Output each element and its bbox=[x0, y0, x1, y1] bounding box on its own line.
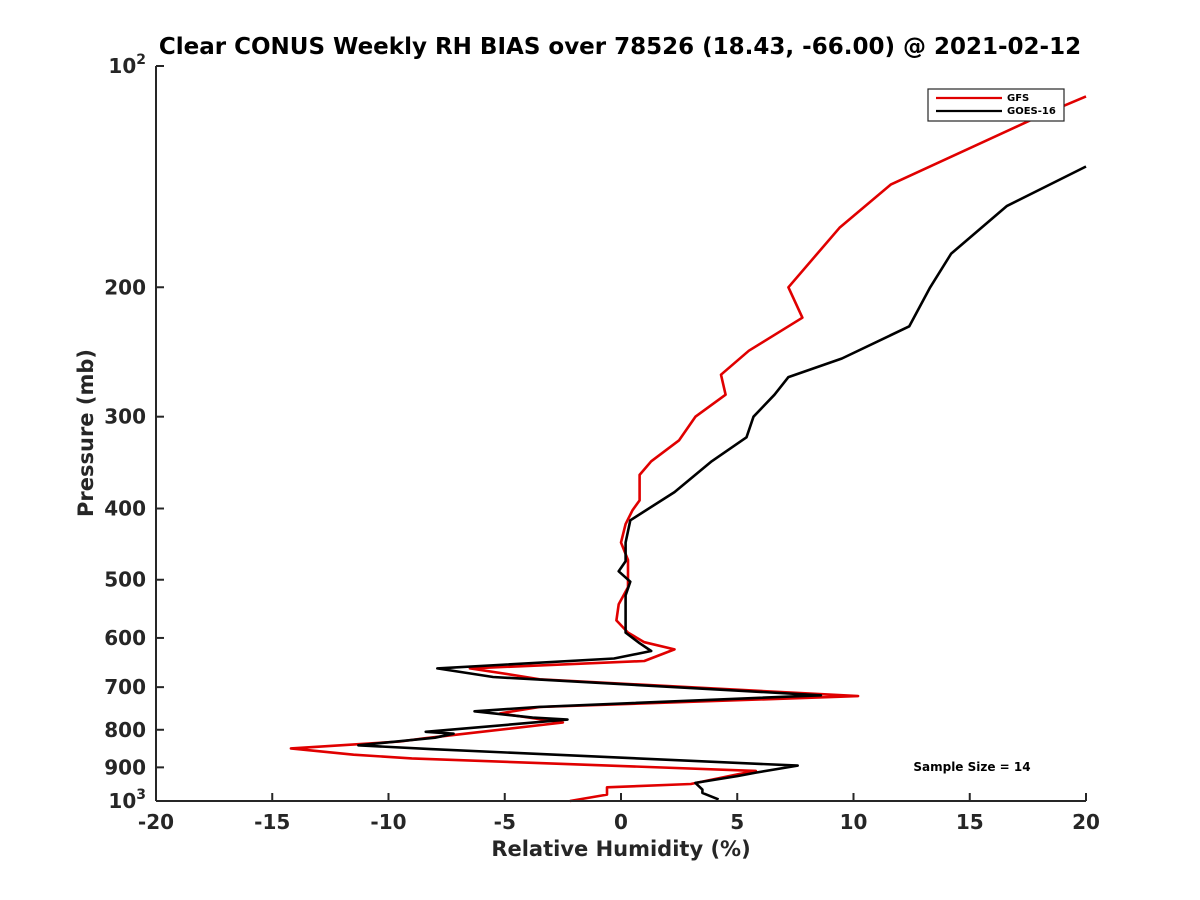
y-tick-label: 700 bbox=[104, 675, 146, 699]
series-line-gfs bbox=[289, 95, 1087, 803]
y-tick-label: 103 bbox=[108, 787, 146, 813]
y-tick-label: 400 bbox=[104, 497, 146, 521]
y-tick-label: 900 bbox=[104, 755, 146, 779]
y-tick-label: 102 bbox=[108, 52, 146, 78]
y-axis-label: Pressure (mb) bbox=[74, 349, 98, 517]
chart-title: Clear CONUS Weekly RH BIAS over 78526 (1… bbox=[159, 34, 1081, 60]
legend-label-gfs: GFS bbox=[1007, 93, 1029, 104]
x-tick-label: -20 bbox=[138, 810, 174, 834]
x-axis-label: Relative Humidity (%) bbox=[491, 837, 750, 861]
y-tick-label: 300 bbox=[104, 405, 146, 429]
x-tick-label: 0 bbox=[614, 810, 628, 834]
x-tick-label: 5 bbox=[730, 810, 744, 834]
legend: GFS GOES-16 bbox=[927, 88, 1065, 122]
x-tick-label: 10 bbox=[840, 810, 868, 834]
legend-box bbox=[927, 88, 1065, 122]
y-tick-label: 600 bbox=[104, 626, 146, 650]
x-ticks: -20 -15 -10 -5 0 5 10 15 20 bbox=[138, 793, 1100, 834]
x-tick-label: -10 bbox=[370, 810, 406, 834]
sample-size-annotation: Sample Size = 14 bbox=[913, 760, 1030, 774]
x-tick-label: 15 bbox=[956, 810, 984, 834]
y-tick-label: 200 bbox=[104, 275, 146, 299]
x-tick-label: -15 bbox=[254, 810, 290, 834]
series-line-goes-16 bbox=[356, 165, 1087, 801]
y-tick-label: 500 bbox=[104, 568, 146, 592]
series-layer bbox=[289, 95, 1087, 803]
legend-label-goes-16: GOES-16 bbox=[1007, 106, 1056, 117]
axes-layer bbox=[155, 66, 1086, 802]
x-tick-label: -5 bbox=[494, 810, 516, 834]
y-tick-label: 800 bbox=[104, 718, 146, 742]
x-tick-label: 20 bbox=[1072, 810, 1100, 834]
y-ticks: 102 200 300 400 500 600 700 800 900 103 bbox=[104, 52, 164, 813]
